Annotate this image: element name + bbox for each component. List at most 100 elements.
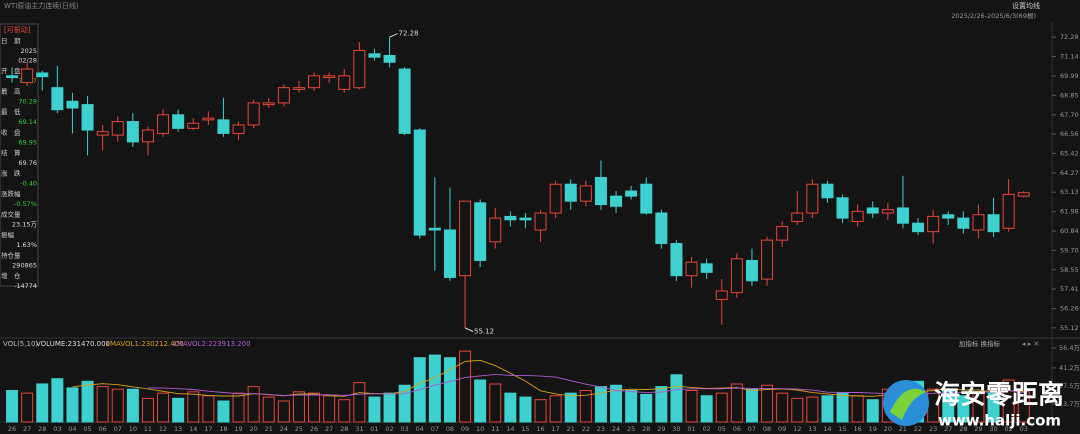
volume-bar <box>655 386 668 423</box>
candle-body <box>81 104 94 131</box>
x-tick-label: 10 <box>476 425 484 433</box>
candle-body <box>247 102 260 126</box>
candle-body <box>474 202 487 261</box>
x-tick-label: 23 <box>597 425 605 433</box>
candle-body <box>912 222 925 233</box>
volume-bar <box>247 386 260 423</box>
volume-bar <box>308 392 321 423</box>
candle-body <box>549 183 562 214</box>
extreme-pointer <box>464 327 474 332</box>
volume-bar <box>489 383 502 423</box>
volume-bar <box>187 391 200 423</box>
x-tick-label: 28 <box>38 425 46 433</box>
info-label: 日 期 <box>1 37 21 45</box>
info-value: 23.15万 <box>12 221 38 229</box>
y-tick-label: 65.42 <box>1060 149 1079 157</box>
volume-label: VOLUME:231470.000 <box>36 340 110 348</box>
volume-bar <box>1002 379 1015 423</box>
info-value: -0.57% <box>14 200 37 208</box>
volume-bar <box>428 354 441 423</box>
candle-body <box>610 195 623 207</box>
legend-marker: ↓ <box>105 340 111 348</box>
x-tick-label: 01 <box>687 425 695 433</box>
y-tick-label: 71.14 <box>1060 53 1079 61</box>
candle-body <box>232 124 245 134</box>
indicator-actions[interactable]: 加指标 换指标 <box>959 339 1001 348</box>
date-range[interactable]: 2025/2/26-2025/6/3(69根) <box>951 11 1036 20</box>
y-tick-label: 27.5万 <box>1059 382 1080 390</box>
x-tick-label: 12 <box>793 425 801 433</box>
ma-line <box>72 359 1024 397</box>
info-label: 开 盘 <box>1 66 21 75</box>
x-tick-label: 11 <box>491 425 499 433</box>
x-tick-label: 10 <box>129 425 137 433</box>
y-tick-label: 69.99 <box>1060 72 1079 80</box>
x-tick-label: 14 <box>506 425 514 433</box>
volume-bar <box>670 374 683 423</box>
x-tick-label: 06 <box>99 425 107 433</box>
volume-bar <box>715 392 728 423</box>
x-tick-label: 28 <box>340 425 348 433</box>
candle-body <box>292 87 305 90</box>
extreme-label: 72.28 <box>399 30 419 38</box>
settings-link[interactable]: 设置均线 <box>1012 1 1040 10</box>
x-tick-label: 21 <box>899 425 907 433</box>
y-tick-label: 63.13 <box>1060 188 1079 196</box>
info-value: -0.40 <box>20 180 37 188</box>
candle-body <box>957 217 970 229</box>
x-tick-label: 02 <box>1005 425 1013 433</box>
info-label: 涨跌幅 <box>1 189 21 198</box>
candle-body <box>685 261 698 277</box>
x-tick-label: 27 <box>23 425 31 433</box>
watermark: 海安零距离 www.halji.com <box>883 380 1064 430</box>
candle-body <box>896 207 909 224</box>
volume-bar <box>594 386 607 423</box>
volume-bar <box>534 399 547 423</box>
indicator-title: VOL(5,10) <box>3 340 38 348</box>
volume-bar <box>625 390 638 423</box>
candle-body <box>489 217 502 243</box>
watermark-title: 海安零距离 <box>934 380 1064 411</box>
x-tick-label: 04 <box>68 425 76 433</box>
candle-body <box>459 200 472 277</box>
volume-bar <box>776 392 789 423</box>
volume-bar <box>957 395 970 423</box>
candle-body <box>172 114 185 129</box>
x-tick-label: 07 <box>748 425 756 433</box>
volume-bar <box>942 390 955 423</box>
candle-body <box>519 217 532 221</box>
x-tick-label: 02 <box>703 425 711 433</box>
legend-marker: ↓ <box>172 340 178 348</box>
volume-bar <box>262 396 275 423</box>
candle-body <box>338 75 351 90</box>
candle-body <box>821 183 834 199</box>
volume-bar <box>504 392 517 423</box>
x-tick-label: 15 <box>521 425 529 433</box>
panel-controls[interactable]: ◂ ▸ ✕ <box>1022 340 1039 348</box>
volume-bar <box>987 392 1000 423</box>
volume-bar <box>353 382 366 423</box>
candle-body <box>277 87 290 104</box>
candle-body <box>927 215 940 233</box>
info-header: [可振动] <box>4 25 31 34</box>
x-tick-label: 19 <box>869 425 877 433</box>
info-label: 最 低 <box>1 107 21 116</box>
candle-body <box>866 207 879 214</box>
candle-body <box>881 209 894 214</box>
x-tick-label: 20 <box>884 425 892 433</box>
info-value: 290865 <box>12 262 37 270</box>
volume-bar <box>157 392 170 423</box>
volume-bar <box>443 357 456 423</box>
chart-title: WTI原油主力连续(日线) <box>4 1 79 10</box>
info-value: 1.63% <box>16 241 37 249</box>
x-tick-label: 22 <box>582 425 590 433</box>
y-tick-label: 56.4万 <box>1059 344 1080 352</box>
info-label: 增 仓 <box>1 271 21 280</box>
candle-body <box>640 183 653 214</box>
candle-body <box>157 114 170 134</box>
volume-bar <box>217 400 230 423</box>
candle-body <box>504 215 517 221</box>
volume-bar <box>141 397 154 423</box>
candle-body <box>700 263 713 273</box>
y-tick-label: 13.7万 <box>1059 400 1080 408</box>
